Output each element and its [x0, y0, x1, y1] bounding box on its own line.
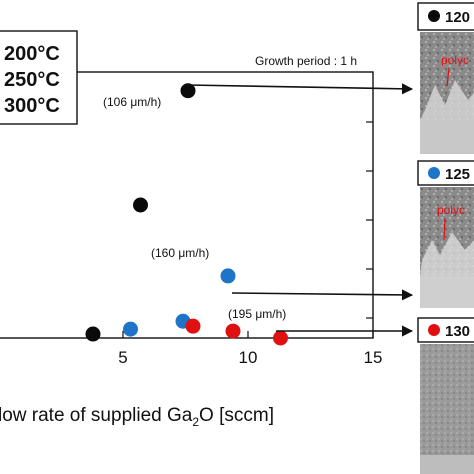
- sem-panel-3: 130: [417, 317, 474, 474]
- panel-2-dot: [428, 167, 440, 179]
- legend-entry-1: 200°C: [4, 43, 60, 65]
- data-point-series2-1: [123, 321, 138, 337]
- x-tick-label-5: 5: [118, 348, 127, 367]
- panel-1-label: 120: [445, 9, 470, 26]
- x-axis-ticks: [122, 331, 374, 338]
- panel-2-label: 125: [445, 166, 470, 183]
- right-axis-ticks: [366, 121, 373, 319]
- panel-2-callout: polyc: [437, 203, 465, 217]
- x-axis-label-subscript: 2: [192, 415, 199, 429]
- annotation-106: (106 μm/h): [103, 95, 161, 109]
- annotation-195: (195 μm/h): [228, 307, 286, 321]
- x-axis-tick-labels: 5 10 15: [118, 348, 382, 367]
- annotation-160: (160 μm/h): [151, 246, 209, 260]
- arrow-to-panel-2: [231, 289, 414, 301]
- data-point-series1-1: [85, 326, 101, 342]
- data-point-series3-1: [185, 318, 201, 334]
- arrow-to-panel-1: [186, 83, 414, 95]
- x-tick-label-10: 10: [239, 348, 258, 367]
- data-point-series1-2: [133, 197, 148, 213]
- legend-entry-2: 250°C: [4, 69, 60, 91]
- panel-3-dot: [428, 324, 440, 336]
- panel-3-label: 130: [445, 323, 470, 340]
- legend: 200°C 250°C 300°C: [0, 30, 78, 125]
- plot-frame: [0, 71, 374, 339]
- panel-1-callout: polyc: [441, 53, 469, 67]
- sem-panel-1: 120 polyc: [417, 2, 474, 154]
- data-point-series3-2: [225, 323, 241, 339]
- data-point-series3-3: [273, 330, 288, 346]
- x-axis-label-part1: low rate of supplied Ga: [0, 405, 193, 426]
- x-axis-label-part2: O [sccm]: [199, 405, 274, 426]
- data-point-series2-3: [220, 268, 236, 284]
- legend-entry-3: 300°C: [4, 95, 60, 117]
- growth-period-note: Growth period : 1 h: [255, 54, 357, 68]
- sem-panel-2: 125 polyc: [417, 160, 474, 308]
- data-point-series1-3: [180, 83, 196, 99]
- x-axis-label: low rate of supplied Ga2O [sccm]: [0, 405, 274, 429]
- panel-1-dot: [428, 10, 440, 22]
- data-points: [85, 83, 288, 346]
- x-tick-label-15: 15: [364, 348, 383, 367]
